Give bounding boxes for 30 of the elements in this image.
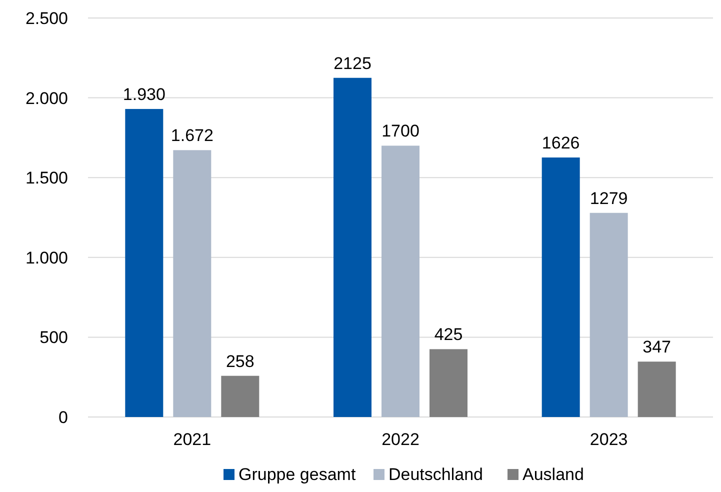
y-tick-label: 1.000 (25, 248, 68, 268)
bar (382, 146, 420, 417)
legend-label: Deutschland (388, 465, 484, 484)
bar (638, 362, 676, 417)
data-label: 1700 (382, 122, 420, 141)
legend-label: Gruppe gesamt (238, 465, 356, 484)
data-label: 258 (226, 352, 254, 371)
x-tick-label: 2022 (382, 430, 420, 449)
x-tick-label: 2023 (590, 430, 628, 449)
bar (542, 157, 580, 417)
data-label: 1626 (542, 133, 580, 152)
y-tick-label: 1.500 (25, 168, 68, 188)
data-label: 2125 (334, 54, 372, 73)
bar (173, 150, 212, 417)
y-tick-label: 500 (40, 328, 68, 348)
data-label: 425 (434, 325, 463, 344)
bar (221, 376, 260, 417)
data-label: 347 (642, 338, 672, 357)
y-tick-label: 0 (58, 408, 68, 427)
data-label: 1.930 (122, 84, 166, 104)
legend-label: Ausland (522, 465, 584, 484)
y-tick-label: 2.500 (25, 8, 68, 28)
bar (125, 108, 164, 417)
y-tick-label: 2.000 (25, 88, 68, 108)
bar (430, 349, 468, 417)
bar (334, 78, 372, 417)
bar (590, 212, 628, 417)
x-tick-label: 2021 (173, 430, 212, 449)
data-label: 1279 (590, 188, 628, 208)
data-label: 1.672 (170, 126, 214, 146)
